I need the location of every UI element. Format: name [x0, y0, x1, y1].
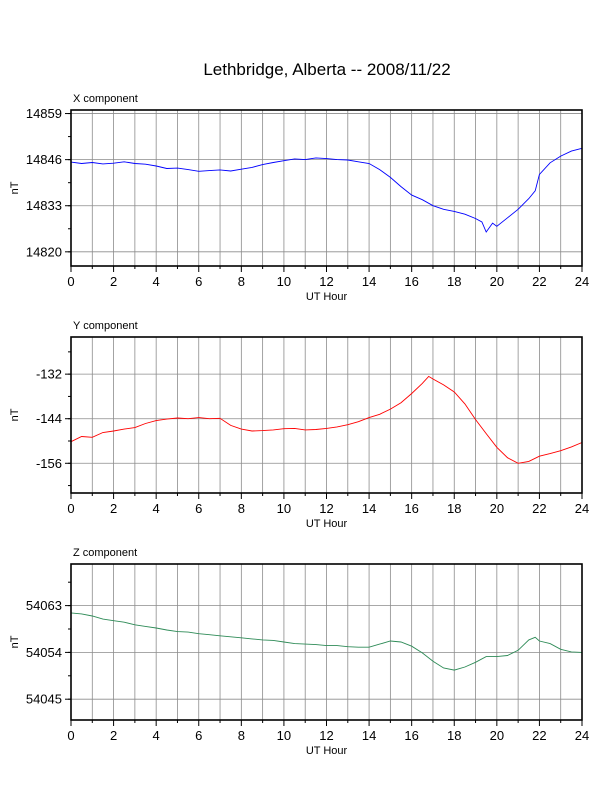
x-component-y-tick-label: 14859: [26, 106, 62, 121]
z-component-x-tick-label: 2: [110, 728, 117, 743]
y-component-x-tick-label: 0: [67, 501, 74, 516]
y-component-y-tick-label: -144: [36, 411, 62, 426]
y-component-label: Y component: [73, 320, 138, 332]
x-component-x-tick-label: 10: [277, 274, 291, 289]
x-component-x-tick-label: 24: [575, 274, 589, 289]
z-component-x-tick-label: 12: [319, 728, 333, 743]
z-component-x-tick-label: 14: [362, 728, 376, 743]
y-component-x-tick-label: 12: [319, 501, 333, 516]
y-component-x-tick-label: 22: [532, 501, 546, 516]
y-component-x-tick-label: 24: [575, 501, 589, 516]
x-component-x-tick-label: 14: [362, 274, 376, 289]
x-component-y-tick-label: 14820: [26, 244, 62, 259]
x-component-label: X component: [73, 93, 138, 105]
z-component-x-tick-label: 22: [532, 728, 546, 743]
x-component-x-tick-label: 4: [153, 274, 160, 289]
z-component-x-tick-label: 6: [195, 728, 202, 743]
z-component-x-tick-label: 16: [404, 728, 418, 743]
z-component-label: Z component: [73, 547, 137, 559]
y-component-x-tick-label: 16: [404, 501, 418, 516]
x-component-y-axis-title: nT: [9, 181, 21, 194]
x-component-x-tick-label: 16: [404, 274, 418, 289]
x-component-x-tick-label: 18: [447, 274, 461, 289]
y-component-x-tick-label: 10: [277, 501, 291, 516]
x-component-x-tick-label: 20: [490, 274, 504, 289]
y-component-x-tick-label: 8: [238, 501, 245, 516]
y-component-series-line: [70, 375, 583, 464]
x-component-x-tick-label: 12: [319, 274, 333, 289]
x-component-y-tick-label: 14833: [26, 198, 62, 213]
z-component-x-axis-title: UT Hour: [306, 745, 348, 757]
y-component-x-tick-label: 20: [490, 501, 504, 516]
z-component-y-tick-label: 54054: [26, 645, 62, 660]
x-component-x-tick-label: 22: [532, 274, 546, 289]
y-component-y-tick-label: -156: [36, 456, 62, 471]
z-component-x-tick-label: 0: [67, 728, 74, 743]
z-component-y-tick-label: 54063: [26, 598, 62, 613]
x-component-x-tick-label: 8: [238, 274, 245, 289]
y-component-x-tick-label: 18: [447, 501, 461, 516]
chart-title: Lethbridge, Alberta -- 2008/11/22: [203, 60, 450, 79]
z-component-y-axis-title: nT: [9, 635, 21, 648]
y-component-x-tick-label: 6: [195, 501, 202, 516]
y-component-x-tick-label: 14: [362, 501, 376, 516]
z-component-x-tick-label: 10: [277, 728, 291, 743]
x-component-series-line: [70, 147, 583, 233]
x-component-x-axis-title: UT Hour: [306, 291, 348, 303]
z-component-x-tick-label: 24: [575, 728, 589, 743]
y-component-y-axis-title: nT: [9, 408, 21, 421]
y-component-y-tick-label: -132: [36, 367, 62, 382]
x-component-x-tick-label: 2: [110, 274, 117, 289]
z-component-series-line: [70, 612, 583, 671]
z-component-x-tick-label: 18: [447, 728, 461, 743]
z-component-x-tick-label: 8: [238, 728, 245, 743]
x-component-x-tick-label: 0: [67, 274, 74, 289]
z-component-y-tick-label: 54045: [26, 692, 62, 707]
x-component-x-tick-label: 6: [195, 274, 202, 289]
z-component-x-tick-label: 4: [153, 728, 160, 743]
y-component-x-tick-label: 4: [153, 501, 160, 516]
y-component-x-tick-label: 2: [110, 501, 117, 516]
z-component-x-tick-label: 20: [490, 728, 504, 743]
y-component-x-axis-title: UT Hour: [306, 518, 348, 530]
x-component-y-tick-label: 14846: [26, 152, 62, 167]
